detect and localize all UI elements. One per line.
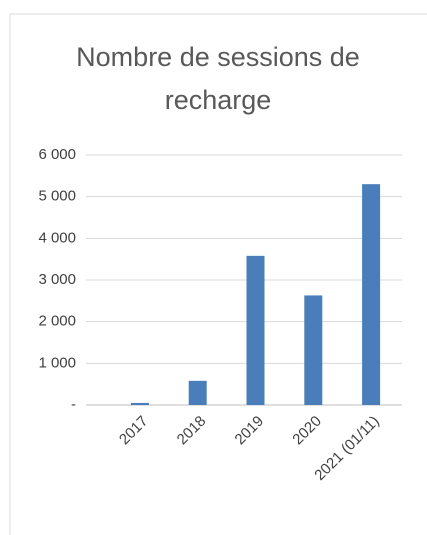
y-tick-label: 4 000	[38, 229, 76, 246]
bar	[362, 184, 381, 405]
bar	[246, 255, 265, 405]
bar	[130, 402, 149, 405]
x-tick-label: 2019	[232, 413, 268, 449]
bar	[304, 295, 323, 405]
y-tick-label: -	[71, 396, 76, 413]
y-tick-label: 3 000	[38, 271, 76, 288]
x-tick-label: 2017	[116, 413, 152, 449]
x-tick-label: 2020	[289, 413, 325, 449]
chart-title: Nombre de sessions de recharge	[76, 42, 360, 115]
y-tick-label: 5 000	[38, 188, 76, 205]
x-tick-label: 2018	[174, 413, 210, 449]
bar	[188, 380, 207, 405]
y-tick-label: 2 000	[38, 313, 76, 330]
y-tick-label: 6 000	[38, 146, 76, 163]
y-tick-label: 1 000	[38, 354, 76, 371]
